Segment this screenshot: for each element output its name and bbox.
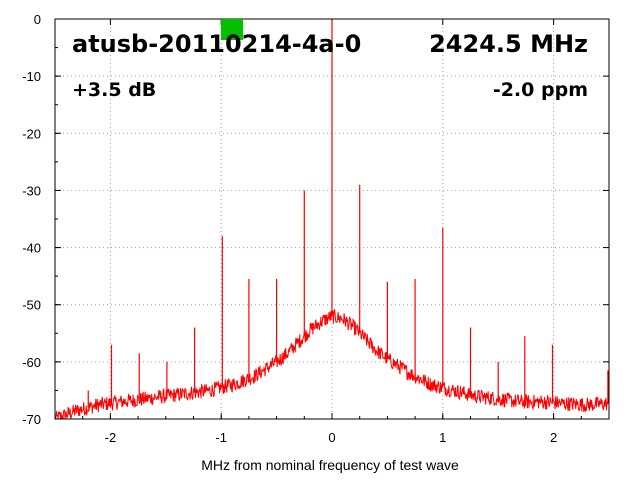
chart-title: atusb-20110214-4a-0 — [72, 30, 361, 58]
x-tick-label: -2 — [105, 430, 117, 445]
x-tick-label: 1 — [439, 430, 446, 445]
y-tick-label: 0 — [34, 12, 41, 27]
y-tick-label: -60 — [22, 355, 41, 370]
x-tick-label: 2 — [550, 430, 557, 445]
plot-frame — [54, 18, 610, 420]
y-tick-label: -50 — [22, 298, 41, 313]
y-tick-label: -30 — [22, 183, 41, 198]
status-indicator — [221, 19, 243, 40]
gain-readout: +3.5 dB — [72, 79, 156, 101]
series — [54, 19, 610, 420]
ppm-readout: -2.0 ppm — [493, 79, 588, 101]
y-tick-label: -70 — [22, 412, 41, 427]
tick-labels: -2 -1 0 1 20-10-20-30-40-50-60-70 — [22, 12, 557, 445]
frequency-readout: 2424.5 MHz — [429, 30, 588, 58]
x-tick-label: -1 — [215, 430, 227, 445]
x-tick-label: 0 — [328, 430, 335, 445]
y-tick-label: -10 — [22, 69, 41, 84]
x-axis-label: MHz from nominal frequency of test wave — [201, 457, 459, 473]
y-tick-label: -20 — [22, 126, 41, 141]
y-tick-label: -40 — [22, 241, 41, 256]
